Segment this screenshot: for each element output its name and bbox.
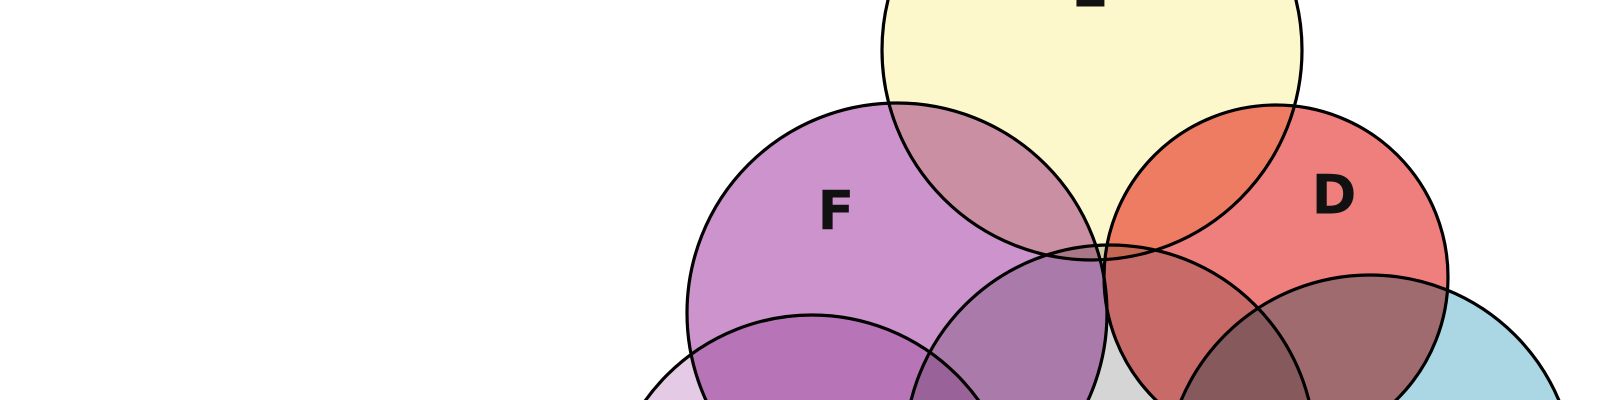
set-e-outline (880, 0, 1304, 262)
set-g-outline (643, 313, 981, 400)
set-c-outline (1179, 273, 1561, 400)
set-e-label: E (1072, 0, 1109, 20)
set-labels: E F D (818, 0, 1357, 243)
set-fills (645, 0, 1559, 400)
set-f-circle (687, 103, 1107, 400)
set-outlines (643, 0, 1561, 400)
set-f-label: F (818, 180, 855, 243)
set-d-circle (1104, 105, 1448, 400)
set-h-outline (909, 243, 1311, 400)
set-f-outline (685, 101, 1109, 400)
set-d-label: D (1312, 164, 1357, 227)
